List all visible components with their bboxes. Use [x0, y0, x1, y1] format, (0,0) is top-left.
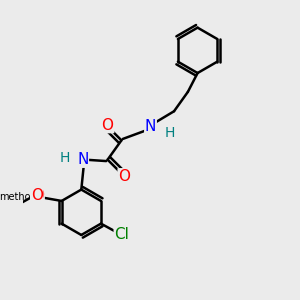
Text: N: N [77, 152, 88, 167]
Text: H: H [59, 151, 70, 165]
Text: Cl: Cl [114, 227, 129, 242]
Text: O: O [31, 188, 43, 203]
Text: N: N [145, 119, 156, 134]
Text: O: O [32, 188, 44, 203]
Text: O: O [118, 169, 130, 184]
Text: O: O [102, 118, 114, 133]
Text: H: H [165, 126, 175, 140]
Text: methoxy: methoxy [0, 192, 41, 202]
